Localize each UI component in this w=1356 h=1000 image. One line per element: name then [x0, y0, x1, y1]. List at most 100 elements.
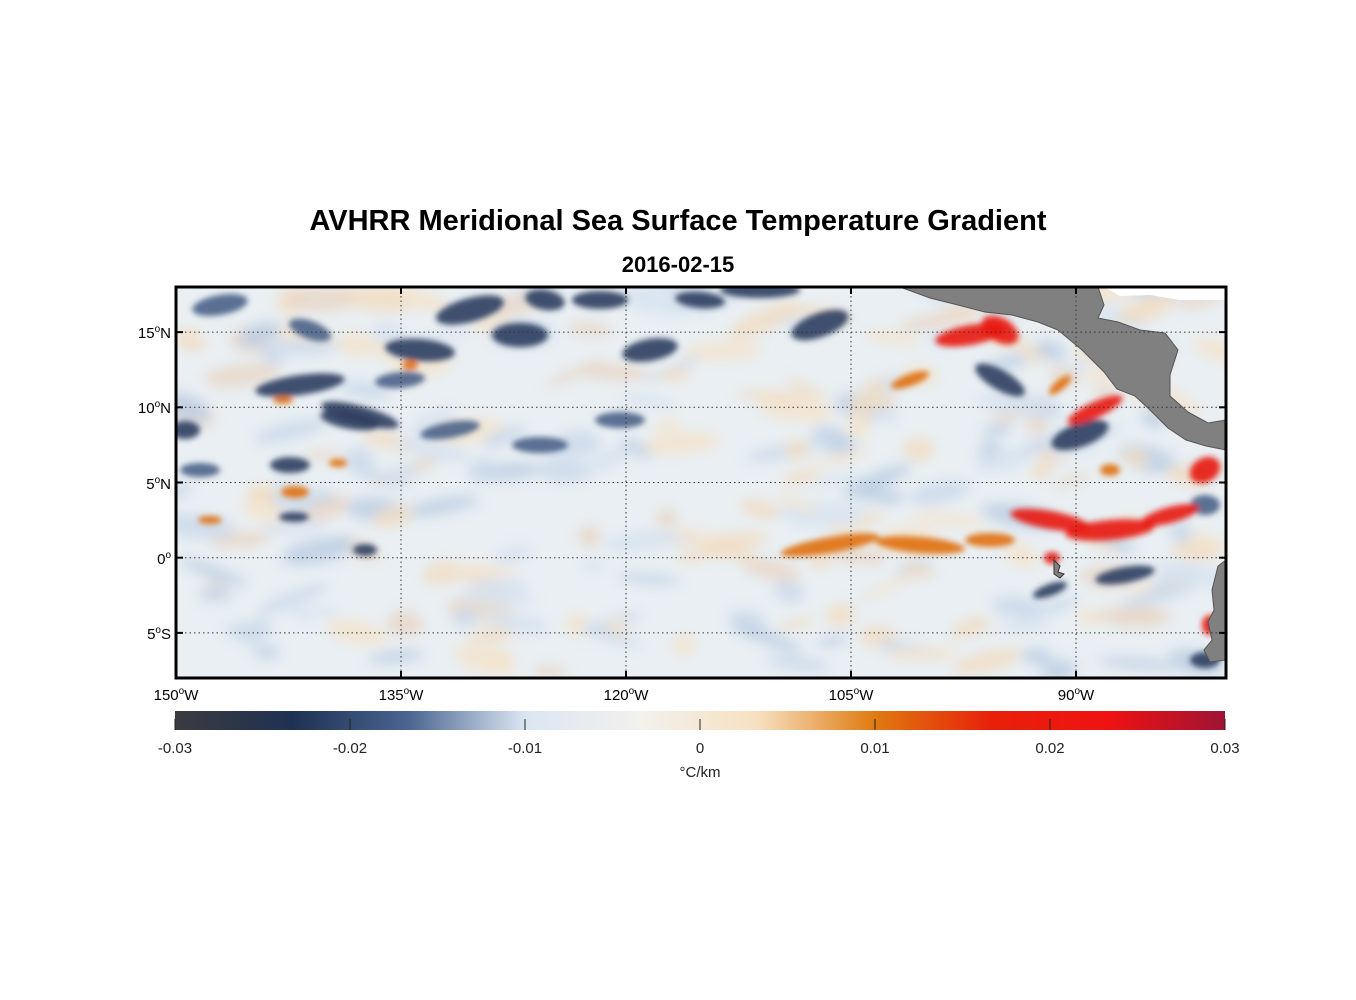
- texture-blob: [765, 655, 829, 672]
- colorbar-tick-label: -0.02: [332, 740, 368, 757]
- gradient-feature: [289, 318, 331, 342]
- gradient-feature: [1067, 395, 1123, 425]
- texture-blob: [371, 505, 414, 528]
- texture-blob: [774, 580, 804, 603]
- map-frame: [174, 285, 1228, 680]
- texture-blob: [953, 648, 1023, 674]
- texture-blob: [532, 665, 567, 678]
- texture-blob: [567, 321, 613, 336]
- texture-blob: [982, 424, 1013, 436]
- figure-title: AVHRR Meridional Sea Surface Temperature…: [309, 205, 1047, 237]
- texture-blob: [334, 287, 410, 313]
- texture-blob: [778, 617, 816, 629]
- gradient-feature: [198, 516, 222, 524]
- gradient-feature: [1140, 504, 1200, 526]
- texture-blob: [658, 368, 693, 381]
- texture-blob: [582, 559, 605, 572]
- gradient-feature: [981, 315, 1019, 345]
- texture-blob: [257, 584, 328, 614]
- texture-blob: [740, 499, 779, 520]
- texture-blob: [784, 378, 828, 399]
- texture-blob: [206, 591, 235, 601]
- gradient-feature: [572, 291, 628, 309]
- gradient-feature: [329, 459, 347, 467]
- gradient-feature: [281, 486, 309, 498]
- gradient-feature: [402, 360, 418, 370]
- texture-blob: [619, 287, 692, 314]
- gradient-feature: [353, 544, 377, 556]
- gradient-feature: [1051, 419, 1109, 451]
- texture-blob: [204, 363, 280, 388]
- land-mask: [899, 287, 1226, 663]
- texture-blob: [394, 435, 470, 462]
- gradient-feature: [436, 295, 504, 325]
- texture-blob: [811, 426, 856, 455]
- texture-blob: [261, 339, 342, 355]
- texture-blob: [864, 378, 890, 390]
- texture-blob: [1122, 448, 1149, 468]
- texture-blob: [736, 390, 814, 403]
- colorbar-tick-label: -0.03: [157, 740, 193, 757]
- colorbar-tick-label: -0.01: [507, 740, 543, 757]
- texture-blob: [566, 611, 589, 637]
- texture-blob: [1031, 460, 1053, 480]
- texture-blob: [854, 513, 886, 525]
- texture-blob: [1178, 531, 1226, 550]
- texture-blob: [817, 635, 848, 647]
- texture-blob: [180, 559, 247, 586]
- texture-blob: [587, 446, 630, 472]
- texture-blob: [672, 634, 696, 656]
- colorbar-unit: °C/km: [679, 764, 721, 781]
- texture-blob: [999, 621, 1053, 632]
- gradient-feature: [791, 309, 849, 341]
- texture-blob: [401, 496, 479, 517]
- figure-subtitle: 2016-02-15: [621, 252, 735, 277]
- texture-blob: [860, 568, 927, 601]
- gradient-feature: [512, 437, 568, 453]
- lat-label: 0o: [157, 549, 171, 568]
- texture-blob: [1099, 657, 1178, 670]
- gradient-feature: [321, 401, 399, 429]
- gradient-feature: [1065, 519, 1155, 541]
- texture-blob: [259, 350, 286, 366]
- gradient-feature: [780, 533, 880, 557]
- colorbar-tick-label: 0.02: [1035, 740, 1065, 757]
- texture-blob: [992, 595, 1040, 618]
- texture-blob: [578, 625, 641, 646]
- texture-blob: [1053, 472, 1091, 489]
- gradient-feature: [975, 363, 1025, 397]
- texture-blob: [410, 409, 456, 434]
- texture-blob: [485, 648, 513, 668]
- gradient-feature: [192, 294, 248, 316]
- lat-label: 15oN: [137, 324, 171, 343]
- texture-blob: [698, 540, 755, 561]
- gradient-feature: [622, 338, 678, 362]
- texture-blob: [865, 330, 920, 346]
- texture-blob: [448, 564, 521, 576]
- gradient-feature: [420, 420, 480, 440]
- texture-blob: [1117, 293, 1177, 324]
- texture-blob: [812, 473, 866, 486]
- gradient-feature: [255, 373, 345, 397]
- gradient-feature: [525, 289, 565, 311]
- texture-blob: [482, 610, 549, 635]
- texture-blob: [617, 393, 677, 408]
- texture-blob: [326, 619, 388, 646]
- gradient-feature: [1010, 508, 1090, 532]
- lat-label: 10oN: [137, 399, 171, 418]
- texture-blob: [290, 606, 314, 621]
- gradient-feature: [891, 371, 929, 389]
- texture-blob: [262, 519, 324, 535]
- texture-blob: [882, 524, 937, 540]
- texture-blob: [653, 419, 682, 432]
- texture-blob: [1036, 448, 1067, 465]
- texture-blob: [950, 617, 991, 638]
- texture-blob: [1003, 542, 1039, 568]
- texture-blob: [368, 650, 423, 664]
- texture-blob: [781, 469, 821, 485]
- lon-label: 135oW: [378, 686, 424, 704]
- lon-label: 120oW: [603, 686, 649, 704]
- texture-blob: [386, 611, 424, 636]
- texture-blob: [811, 449, 870, 467]
- texture-blob: [655, 509, 678, 528]
